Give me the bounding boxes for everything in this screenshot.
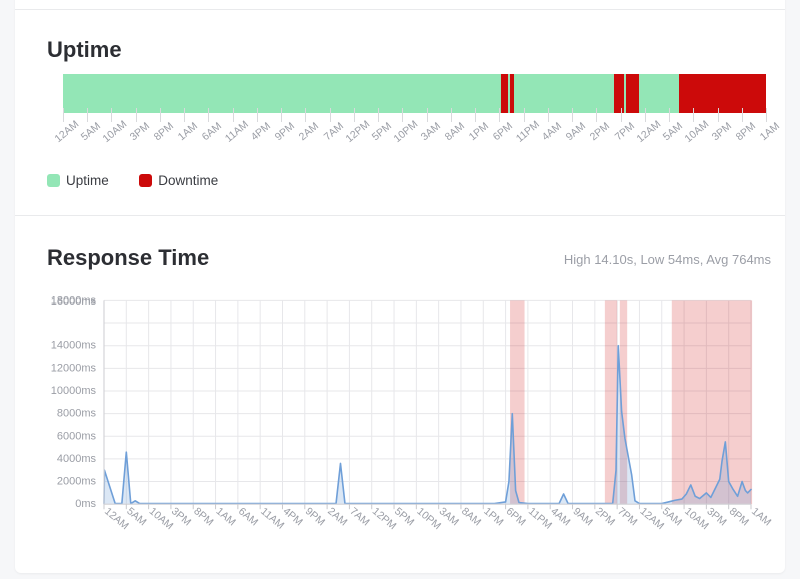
svg-text:0ms: 0ms [75, 498, 96, 510]
svg-text:10000ms: 10000ms [51, 385, 97, 397]
svg-text:14000ms: 14000ms [51, 340, 97, 352]
svg-text:16000ms: 16000ms [51, 296, 97, 308]
svg-text:12000ms: 12000ms [51, 362, 97, 374]
svg-text:8000ms: 8000ms [57, 408, 97, 420]
svg-text:6000ms: 6000ms [57, 430, 97, 442]
svg-text:2000ms: 2000ms [57, 476, 97, 488]
svg-text:4000ms: 4000ms [57, 453, 97, 465]
